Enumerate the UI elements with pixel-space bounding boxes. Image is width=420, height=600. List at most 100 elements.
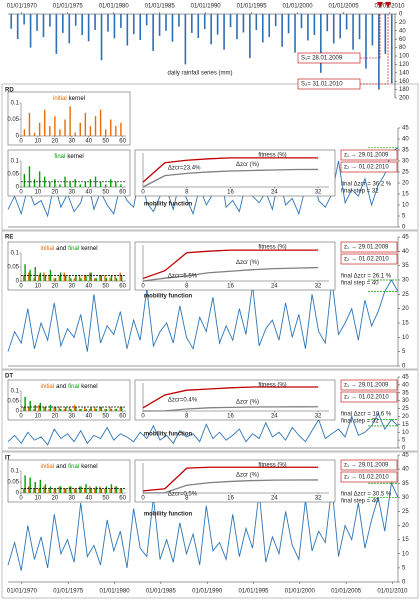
kernel-bar [53,407,55,411]
kernel-bar [63,488,66,493]
kernel-bar [65,275,67,281]
kernel-bar [95,409,97,411]
rain-bar [326,14,329,32]
rain-bar [120,14,122,28]
x-tick-label: 0 [141,190,145,196]
x-tick-label: 01/01/1990 [191,4,222,10]
kernel-bar [49,126,51,136]
kernel-bar [94,278,96,281]
mobility-title: mobility function [144,202,193,208]
series-label: fitness (%) [258,153,286,159]
y-tick-label: 5 [402,349,406,355]
x-tick-label: 30 [68,190,75,196]
x-tick-label: 40 [85,139,92,145]
kernel-bar [114,486,116,493]
kernel-title: initial kernel [53,96,85,102]
kernel-title-word: kernel [69,96,85,102]
rain-bar [145,14,148,26]
kernel-bar [115,486,118,493]
series-line [142,406,319,412]
x-tick-label: 50 [102,496,109,502]
kernel-bar [99,181,102,187]
x-tick-label: 01/01/1980 [100,589,131,595]
kernel-title: initial and final kernel [40,246,97,252]
series-line [142,386,319,409]
kernel-bar [64,176,66,187]
kernel-bar [33,132,36,136]
y-tick-label: 40 [402,137,409,143]
x-tick-label: 32 [315,190,322,196]
kernel-bar [68,275,71,281]
kernel-bar [74,132,76,136]
annotation: S₁= 28.01.2009 [301,56,343,62]
x-tick-label: 20 [52,139,59,145]
y-tick-label: 45 [402,235,409,241]
kernel-bar [38,275,40,281]
rain-bar [152,14,154,51]
rain-bar [345,14,348,30]
y-tick-label: 10 [402,335,409,341]
kernel-title-word: final [68,246,79,252]
y-tick-label: 0 [402,364,406,370]
x-tick-label: 0 [141,284,145,290]
kernel-bar [114,409,116,411]
y-tick-label: 40 [399,28,406,34]
note: z₂ → 01.02.2010 [344,165,389,171]
kernel-bar [23,129,26,136]
x-tick-label: 16 [227,284,234,290]
kernel-bar [28,272,30,281]
x-tick-label: 30 [68,496,75,502]
kernel-bar [119,272,121,281]
x-tick-label: 30 [68,284,75,290]
kernel-bar [44,109,46,136]
kernel-title-word: initial [40,246,54,252]
final-note: final Δzcr = 10.6 % [341,412,392,418]
kernel-title-word: initial [40,464,54,470]
kernel-title: final kernel [54,154,83,160]
y-tick-label: 0.1 [11,469,20,475]
kernel-bar [69,181,71,187]
kernel-bar [70,486,72,493]
series-line [142,168,319,188]
series-label: Δzcr (%) [236,260,259,266]
rain-bar [384,14,387,54]
rain-bar [29,14,32,48]
note-box [340,379,398,391]
kernel-bar [58,486,60,493]
y-tick-label: 20 [399,20,406,26]
kernel-bar [33,488,35,493]
kernel-bar [59,129,61,136]
kernel-bar [73,278,76,281]
fitness-box [134,241,336,291]
kernel-bar [105,278,108,281]
y-tick-label: 0 [402,446,406,452]
event-marker [385,2,391,8]
rain-bar [358,14,361,40]
kernel-box [7,379,131,421]
x-tick-label: 40 [85,496,92,502]
x-tick-label: 0 [19,284,23,290]
y-tick-label: 15 [402,321,409,327]
x-tick-label: 16 [227,496,234,502]
kernel-box [7,241,131,291]
x-tick-label: 60 [119,190,126,196]
y-tick-label: 10 [402,430,409,436]
x-tick-label: 30 [68,414,75,420]
rain-bar [55,14,58,54]
rain-bar [107,14,109,32]
y-tick-label: 35 [402,481,409,487]
rain-bar [249,14,251,59]
x-tick-label: 8 [185,496,189,502]
kernel-title-word: kernel [67,154,83,160]
x-tick-label: 0 [19,139,23,145]
kernel-bar [83,488,86,493]
kernel-bar [69,106,71,136]
rain-bar [371,14,374,46]
series-line [142,249,319,280]
rain-bar [178,14,180,27]
kernel-bar [70,409,72,411]
note-box [340,241,398,253]
x-tick-label: 01/01/2005 [329,4,360,10]
y-tick-label: 180 [399,87,410,93]
